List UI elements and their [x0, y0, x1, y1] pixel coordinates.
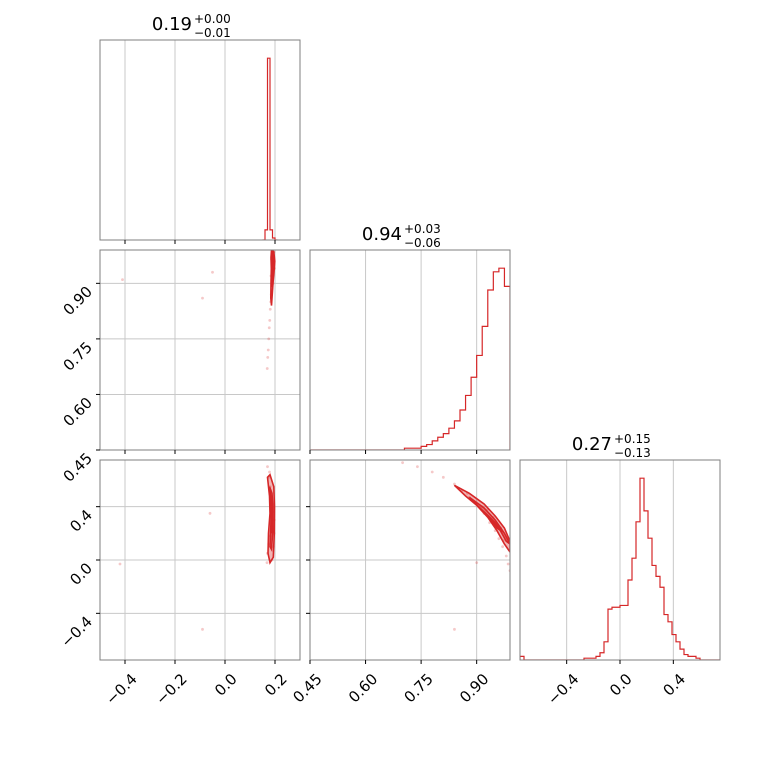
x-tick-label: −0.4: [544, 670, 582, 708]
x-tick-label: 0.0: [606, 670, 636, 700]
x-tick-label: 0.45: [289, 670, 325, 706]
scatter-point: [441, 475, 445, 479]
y-tick-label: 0.4: [66, 506, 96, 536]
histogram-step: [520, 477, 720, 660]
scatter-point: [401, 461, 404, 465]
y-tick-label: 0.90: [60, 283, 96, 319]
scatter-points: [401, 461, 510, 631]
scatter-point: [268, 470, 271, 474]
scatter-point: [501, 545, 504, 549]
scatter-point: [453, 482, 456, 486]
axes-frame: [309, 249, 511, 451]
scatter-panel-0-1: 0.45 0.60 0.75 0.90: [60, 249, 301, 486]
axes-frame: [99, 39, 301, 241]
panel-title-value: 0.27: [572, 434, 612, 455]
scatter-point: [506, 562, 510, 566]
scatter-point: [475, 561, 479, 565]
panel-title-plus: +0.03: [404, 222, 441, 236]
panel-title-value: 0.94: [362, 224, 402, 245]
y-tick-label: 0.45: [60, 449, 96, 485]
x-tick-label: −0.4: [102, 670, 140, 708]
panel-title-plus: +0.15: [614, 432, 651, 446]
contour-level: [483, 511, 504, 533]
hist-panel-2: −0.4 0.0 0.4 0.27 +0.15−0.13: [519, 432, 721, 709]
y-tick-label: 0.0: [66, 559, 96, 589]
scatter-point: [201, 627, 204, 631]
scatter-point: [265, 561, 269, 565]
scatter-point: [118, 562, 122, 566]
x-tick-label: 0.0: [211, 670, 241, 700]
scatter-points: [118, 465, 276, 631]
scatter-panel-1-2: 0.45 0.60 0.75 0.90: [289, 459, 511, 706]
contour-level: [270, 250, 275, 288]
scatter-point: [497, 537, 501, 541]
x-tick-label: 0.90: [456, 670, 492, 706]
x-tick-label: 0.2: [261, 670, 291, 700]
scatter-point: [266, 356, 270, 359]
scatter-point: [266, 465, 269, 469]
scatter-point: [267, 337, 271, 341]
histogram-step: [310, 267, 510, 450]
scatter-point: [453, 627, 456, 631]
scatter-panel-0-2: −0.4 −0.2 0.0 0.2 −0.4 0.0 0.4: [58, 459, 301, 709]
scatter-point: [266, 348, 270, 352]
panel-title-minus: −0.06: [404, 236, 441, 250]
contour-level: [270, 499, 274, 534]
scatter-point: [268, 318, 272, 322]
y-tick-label: 0.60: [60, 394, 96, 430]
x-tick-label: 0.60: [345, 670, 381, 706]
scatter-points: [121, 250, 276, 370]
scatter-point: [416, 465, 419, 469]
scatter-point: [208, 511, 212, 515]
scatter-point: [121, 278, 124, 282]
scatter-point: [265, 367, 269, 370]
contour-level: [453, 484, 510, 554]
panel-title-minus: −0.01: [194, 26, 231, 40]
scatter-point: [211, 270, 214, 274]
hist-panel-1: 0.94 +0.03−0.06: [309, 222, 511, 454]
histogram-step: [262, 57, 278, 240]
scatter-point: [267, 326, 271, 330]
axes-frame: [99, 249, 301, 451]
scatter-point: [430, 470, 434, 474]
x-tick-label: 0.4: [659, 670, 689, 700]
x-tick-label: 0.75: [401, 670, 437, 706]
panel-title-plus: +0.00: [194, 12, 231, 26]
scatter-point: [504, 554, 508, 558]
scatter-point: [201, 296, 204, 300]
x-tick-label: −0.2: [152, 670, 190, 708]
panel-title-value: 0.19: [152, 14, 192, 35]
panel-title-minus: −0.13: [614, 446, 651, 460]
y-tick-label: −0.4: [58, 613, 96, 651]
scatter-point: [268, 307, 272, 311]
hist-panel-0: 0.19 +0.00−0.01: [99, 12, 301, 244]
y-tick-label: 0.75: [60, 338, 96, 374]
